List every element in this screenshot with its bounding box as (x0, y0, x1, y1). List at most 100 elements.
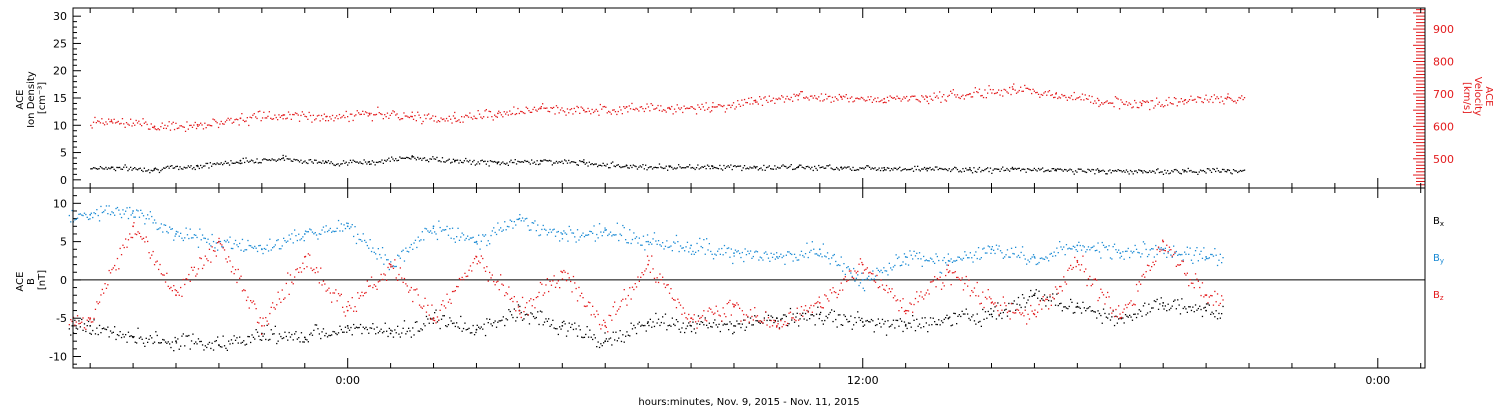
data-point (1002, 95, 1004, 97)
data-point (587, 107, 589, 110)
data-point (346, 222, 348, 224)
data-point (1203, 307, 1205, 309)
data-point (464, 272, 466, 274)
data-point (688, 313, 690, 316)
data-point (261, 159, 264, 161)
data-point (160, 342, 162, 344)
data-point (189, 228, 191, 230)
data-point (634, 327, 636, 329)
data-point (157, 169, 159, 171)
data-point (800, 91, 802, 93)
data-point (336, 115, 338, 117)
data-point (666, 240, 668, 242)
data-point (697, 320, 700, 322)
data-point (648, 243, 650, 246)
data-point (86, 216, 88, 218)
data-point (581, 160, 584, 163)
data-point (520, 311, 522, 314)
data-point (1069, 168, 1071, 170)
sampled-value (325, 161, 328, 164)
data-point (266, 320, 268, 322)
data-point (1210, 294, 1212, 297)
data-point (123, 123, 125, 125)
data-point (1066, 99, 1068, 101)
data-point (720, 105, 722, 107)
data-point (605, 338, 607, 340)
data-point (160, 126, 162, 128)
data-point (901, 320, 903, 322)
data-point (447, 301, 450, 303)
data-point (1193, 99, 1195, 101)
sampled-value (561, 233, 564, 235)
data-point (495, 326, 498, 328)
data-point (1239, 169, 1242, 172)
data-point (372, 286, 374, 289)
data-point (494, 284, 496, 286)
data-point (953, 260, 955, 262)
data-point (994, 306, 996, 308)
data-point (1123, 170, 1125, 172)
data-point (876, 324, 878, 326)
data-point (748, 168, 750, 170)
data-point (546, 160, 548, 162)
data-point (1004, 89, 1007, 91)
sampled-value (1033, 313, 1036, 316)
data-point (259, 244, 261, 247)
data-point (322, 226, 325, 228)
data-point (914, 330, 917, 332)
data-point (356, 110, 358, 112)
data-point (523, 311, 525, 313)
data-point (245, 157, 247, 159)
data-point (140, 336, 142, 338)
data-point (200, 257, 202, 260)
data-point (723, 164, 725, 167)
data-point (1137, 251, 1139, 254)
data-point (656, 167, 658, 169)
data-point (644, 270, 646, 272)
data-point (1194, 171, 1196, 173)
data-point (855, 272, 857, 274)
data-point (134, 216, 136, 218)
data-point (1030, 304, 1032, 307)
data-point (964, 313, 966, 315)
data-point (798, 93, 801, 95)
data-point (745, 326, 748, 328)
data-point (229, 236, 231, 238)
data-point (75, 327, 77, 329)
data-point (1027, 313, 1029, 315)
data-point (651, 168, 654, 170)
data-point (167, 165, 169, 167)
data-point (451, 322, 454, 325)
data-point (610, 113, 612, 115)
velocity-tick-label: 800 (1433, 56, 1454, 69)
data-point (899, 318, 901, 320)
data-point (815, 313, 818, 315)
data-point (665, 111, 667, 113)
data-point (439, 309, 441, 311)
data-point (290, 118, 292, 120)
data-point (1197, 280, 1199, 282)
data-point (311, 121, 313, 123)
data-point (944, 168, 946, 170)
data-point (595, 108, 597, 111)
data-point (225, 241, 227, 243)
data-point (1224, 97, 1226, 99)
data-point (803, 97, 805, 99)
data-point (601, 235, 603, 237)
data-point (756, 251, 759, 253)
data-point (1087, 168, 1089, 170)
data-point (1221, 262, 1223, 264)
data-point (592, 111, 595, 114)
data-point (250, 159, 253, 161)
data-point (643, 110, 645, 113)
data-point (452, 115, 455, 117)
data-point (340, 328, 342, 331)
data-point (186, 234, 189, 236)
data-point (543, 292, 546, 294)
data-point (582, 297, 584, 299)
data-point (737, 304, 739, 306)
data-point (907, 264, 910, 266)
data-point (803, 318, 805, 320)
data-point (707, 327, 709, 329)
data-point (637, 323, 639, 325)
